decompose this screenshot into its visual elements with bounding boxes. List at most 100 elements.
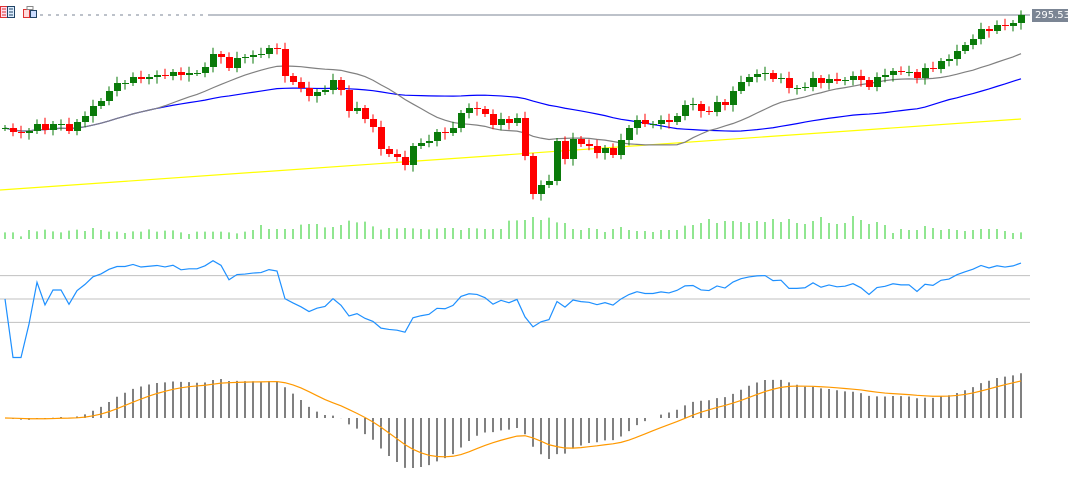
candle-bull	[1018, 14, 1025, 23]
candle-bull	[194, 73, 201, 74]
candle-bull	[202, 67, 209, 73]
candle-bull	[330, 80, 337, 90]
candle-bull	[842, 80, 849, 81]
candle-bear	[594, 146, 601, 153]
candle-bull	[98, 101, 105, 106]
candle-bull	[882, 75, 889, 77]
candle-bull	[58, 124, 65, 125]
candle-bull	[650, 124, 657, 125]
candle-bull	[242, 57, 249, 58]
candle-bear	[386, 149, 393, 154]
candle-bear	[866, 80, 873, 87]
candle-bull	[730, 91, 737, 105]
candle-bull	[802, 87, 809, 88]
candle-bear	[818, 78, 825, 83]
candle-bull	[50, 124, 57, 130]
candle-bull	[130, 77, 137, 83]
candle-bull	[186, 73, 193, 75]
candle-bear	[914, 72, 921, 78]
candle-bear	[138, 77, 145, 79]
candle-bull	[978, 29, 985, 39]
candle-bull	[962, 45, 969, 51]
candle-bull	[746, 77, 753, 82]
candle-bull	[570, 139, 577, 159]
candle-bear	[402, 157, 409, 165]
candle-bear	[306, 88, 313, 96]
candle-bull	[922, 68, 929, 78]
candle-bear	[474, 108, 481, 109]
candle-bear	[786, 78, 793, 88]
candle-bull	[546, 181, 553, 185]
candle-bear	[162, 75, 169, 76]
candle-bull	[354, 108, 361, 111]
chart-toolbar	[0, 4, 38, 18]
candle-bull	[114, 83, 121, 91]
candle-bull	[850, 76, 857, 80]
candle-bull	[874, 77, 881, 87]
candle-bull	[498, 119, 505, 125]
candle-bear	[218, 54, 225, 57]
candle-bull	[2, 128, 9, 129]
candle-bear	[986, 29, 993, 31]
sma-long-line	[0, 118, 1022, 191]
candle-bull	[762, 73, 769, 74]
candle-bull	[146, 77, 153, 79]
candle-bull	[554, 141, 561, 181]
sma-slow-line	[4, 78, 1022, 132]
candle-bull	[122, 83, 129, 84]
candle-bull	[234, 58, 241, 68]
candle-bear	[346, 90, 353, 111]
candle-bear	[178, 72, 185, 75]
candle-bear	[1002, 25, 1009, 26]
candle-bull	[26, 131, 33, 133]
sma-fast-line	[4, 53, 1022, 146]
candle-bear	[706, 111, 713, 112]
candle-bear	[442, 132, 449, 133]
candle-bear	[362, 108, 369, 119]
candle-bull	[970, 39, 977, 45]
candle-bull	[690, 104, 697, 105]
candle-bull	[266, 48, 273, 54]
candle-bull	[82, 116, 89, 122]
candle-bull	[938, 61, 945, 69]
template-icon[interactable]	[23, 4, 38, 18]
candle-bull	[34, 124, 41, 131]
candle-bull	[426, 141, 433, 143]
candle-bull	[458, 113, 465, 128]
candle-bull	[450, 128, 457, 133]
candle-bear	[666, 120, 673, 122]
list-icon[interactable]	[0, 4, 15, 18]
candle-bull	[466, 108, 473, 113]
candle-bear	[290, 76, 297, 82]
candle-bull	[682, 105, 689, 116]
candle-bull	[954, 51, 961, 59]
candle-bear	[522, 118, 529, 156]
candle-bear	[66, 124, 73, 131]
candle-bear	[226, 57, 233, 68]
candle-bull	[1010, 23, 1017, 26]
candle-bear	[298, 82, 305, 88]
candle-bull	[658, 120, 665, 124]
candle-bull	[90, 106, 97, 116]
candle-bear	[586, 144, 593, 146]
candle-bull	[674, 116, 681, 122]
candle-bear	[10, 128, 17, 132]
candle-bull	[890, 71, 897, 75]
candle-bull	[778, 78, 785, 79]
candle-bear	[378, 127, 385, 149]
candle-bull	[170, 72, 177, 76]
candle-bear	[834, 79, 841, 81]
candle-bull	[210, 54, 217, 67]
candle-bull	[322, 90, 329, 92]
candle-bull	[258, 54, 265, 55]
candle-bear	[370, 119, 377, 127]
candle-bear	[562, 141, 569, 159]
last-price-label: 295.53	[1032, 9, 1068, 22]
candle-bear	[338, 80, 345, 90]
candle-bear	[898, 71, 905, 72]
candle-bull	[154, 75, 161, 77]
candle-bear	[274, 48, 281, 49]
candle-bull	[418, 143, 425, 146]
candle-bull	[74, 122, 81, 131]
